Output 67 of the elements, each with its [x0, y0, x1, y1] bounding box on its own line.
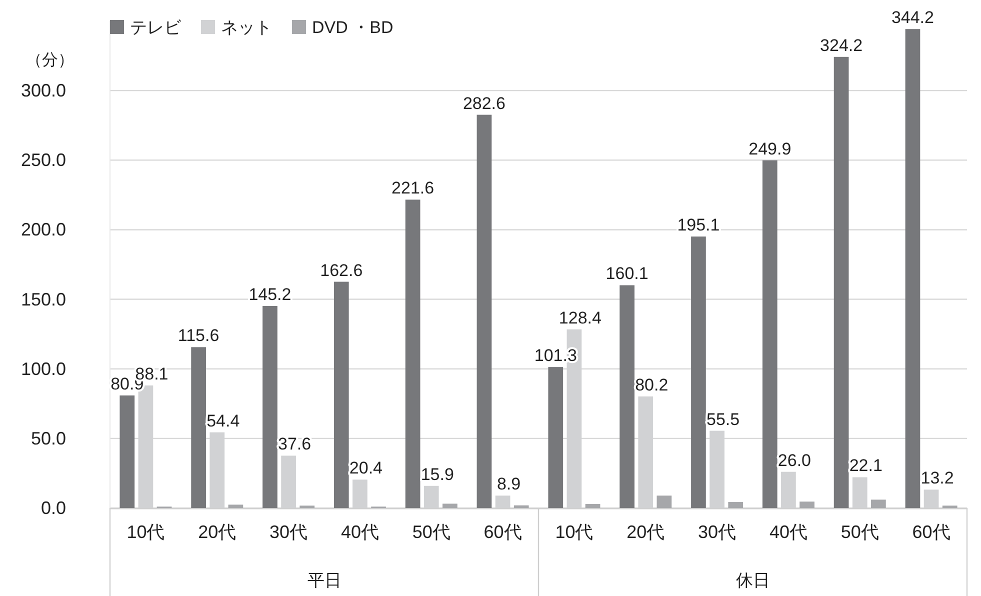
- x-tick-label: 30代: [698, 522, 736, 542]
- x-tick-label: 50代: [840, 522, 879, 542]
- x-tick-label: 40代: [769, 522, 808, 542]
- bar: [476, 114, 492, 508]
- bar: [405, 200, 420, 508]
- data-label: 221.6: [392, 178, 434, 198]
- bar: [691, 236, 706, 508]
- data-label: 37.6: [278, 434, 312, 454]
- bar: [905, 29, 920, 508]
- y-tick-label: 200.0: [20, 220, 66, 240]
- x-tick-label: 40代: [340, 522, 379, 542]
- data-label: 128.4: [558, 308, 602, 328]
- bar: [334, 282, 349, 508]
- bar: [800, 502, 814, 508]
- x-tick-label: 60代: [912, 522, 950, 542]
- bar: [762, 160, 778, 508]
- data-label: 13.2: [920, 468, 954, 488]
- data-label: 282.6: [462, 94, 506, 113]
- data-label: 195.1: [677, 216, 720, 235]
- data-label: 101.3: [534, 346, 577, 366]
- y-tick-label: 250.0: [20, 150, 66, 170]
- bar: [620, 285, 634, 508]
- bar: [834, 56, 849, 508]
- bar: [548, 367, 564, 508]
- data-label: 22.1: [849, 456, 882, 476]
- data-label: 145.2: [248, 284, 292, 304]
- bar: [514, 505, 529, 508]
- x-tick-label: 10代: [555, 522, 594, 542]
- data-label: 160.1: [606, 264, 648, 284]
- x-tick-label: 20代: [198, 522, 236, 542]
- data-label: 20.4: [349, 458, 383, 478]
- x-tick-label: 30代: [270, 522, 308, 542]
- legend-label: DVD ・BD: [312, 18, 394, 37]
- x-tick-label: 50代: [412, 522, 450, 542]
- text: 休日: [736, 571, 770, 590]
- y-tick-label: 50.0: [30, 428, 66, 448]
- data-label: 54.4: [206, 411, 240, 430]
- x-tick-label: 20代: [626, 522, 665, 542]
- bar: [120, 395, 135, 508]
- data-label: 162.6: [320, 260, 363, 280]
- data-label: 8.9: [496, 474, 521, 494]
- x-tick-label: 60代: [484, 522, 522, 542]
- bar: [871, 500, 886, 508]
- y-tick-label: 300.0: [20, 80, 66, 101]
- bar: [442, 504, 458, 508]
- data-label: 249.9: [748, 139, 792, 158]
- bar: [191, 347, 206, 508]
- data-label: 344.2: [891, 8, 934, 28]
- bar: [728, 502, 744, 508]
- data-label: 80.2: [635, 375, 668, 394]
- x-tick-label: 10代: [126, 522, 165, 542]
- text: 平日: [307, 571, 342, 590]
- legend-label: ネット: [221, 18, 272, 37]
- data-label: 324.2: [820, 36, 863, 55]
- data-label: 15.9: [420, 464, 454, 484]
- y-tick-label: 100.0: [20, 358, 66, 379]
- bar: [228, 504, 244, 508]
- bar: [585, 504, 600, 508]
- data-label: 55.5: [706, 410, 740, 429]
- y-tick-label: 0.0: [40, 498, 66, 518]
- data-label: 26.0: [778, 450, 812, 470]
- legend-label: テレビ: [130, 18, 182, 37]
- bar: [656, 496, 672, 508]
- data-label: 115.6: [178, 326, 220, 346]
- y-tick-label: 150.0: [20, 289, 66, 310]
- y-axis-title: （分）: [26, 52, 74, 69]
- bar: [262, 306, 278, 508]
